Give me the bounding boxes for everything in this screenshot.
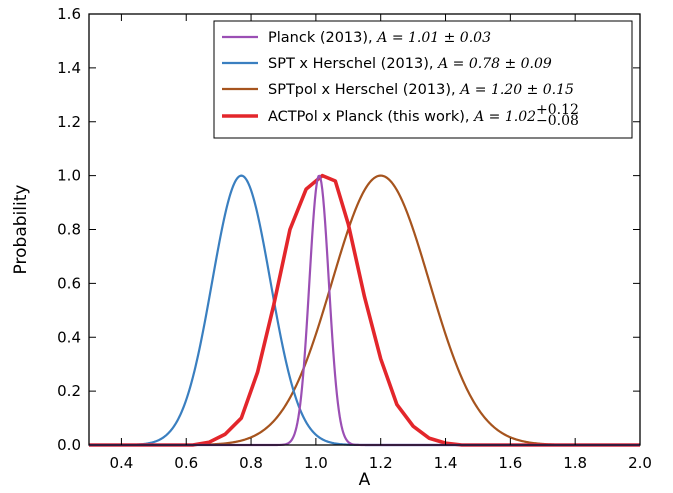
y-tick-label: 1.4 <box>57 59 81 77</box>
y-tick-label: 0.8 <box>57 221 81 239</box>
y-axis-label: Probability <box>11 185 31 275</box>
legend-math-planck-2013: A = 1.01 ± 0.03 <box>375 30 491 46</box>
x-axis-label: A <box>359 470 371 490</box>
axis-ticks: 0.4 0.6 0.8 1.0 1.2 1.4 1.6 1.8 2.0 0.0 0.2 0.4 0.6 0… <box>57 5 652 472</box>
y-tick-label: 1.0 <box>57 167 81 185</box>
x-tick-label: 1.2 <box>369 454 393 472</box>
series-line-actpol-planck <box>89 173 640 447</box>
series-line-sptpol-herschel-2013 <box>88 174 641 447</box>
legend-label-planck-2013: Planck (2013), A = 1.01 ± 0.03 <box>268 30 491 46</box>
legend-box <box>213 20 633 139</box>
legend-math-spt-herschel-2013: A = 0.78 ± 0.09 <box>436 56 552 72</box>
y-tick-label: 1.2 <box>57 113 81 131</box>
legend-label-spt-herschel-2013: SPT x Herschel (2013), A = 0.78 ± 0.09 <box>268 56 552 72</box>
x-tick-label: 2.0 <box>628 454 652 472</box>
legend-label-sptpol-herschel-2013: SPTpol x Herschel (2013), A = 1.20 ± 0.1… <box>268 82 574 98</box>
legend-math-sub: −0.08 <box>536 113 579 129</box>
x-tick-label: 0.4 <box>109 454 133 472</box>
y-tick-label: 0.4 <box>57 328 81 346</box>
legend-math-sptpol-herschel-2013: A = 1.20 ± 0.15 <box>458 82 574 98</box>
series-line-spt-herschel-2013 <box>88 174 641 447</box>
legend: Planck (2013), A = 1.01 ± 0.03 SPT x Hers… <box>213 20 633 139</box>
x-tick-label: 1.6 <box>498 454 522 472</box>
x-tick-label: 1.8 <box>563 454 587 472</box>
legend-math-actpol-planck: A = 1.02 <box>472 109 536 125</box>
x-tick-label: 0.6 <box>174 454 198 472</box>
y-tick-label: 1.6 <box>57 5 81 23</box>
legend-math-sup: +0.12 <box>536 102 579 118</box>
x-tick-label: 0.8 <box>239 454 263 472</box>
y-tick-label: 0.2 <box>57 382 81 400</box>
series-line-planck-2013 <box>88 174 641 447</box>
x-tick-label: 1.0 <box>304 454 328 472</box>
y-tick-label: 0.0 <box>57 436 81 454</box>
x-tick-label: 1.4 <box>434 454 458 472</box>
y-tick-label: 0.6 <box>57 274 81 292</box>
series-curves <box>88 173 641 447</box>
